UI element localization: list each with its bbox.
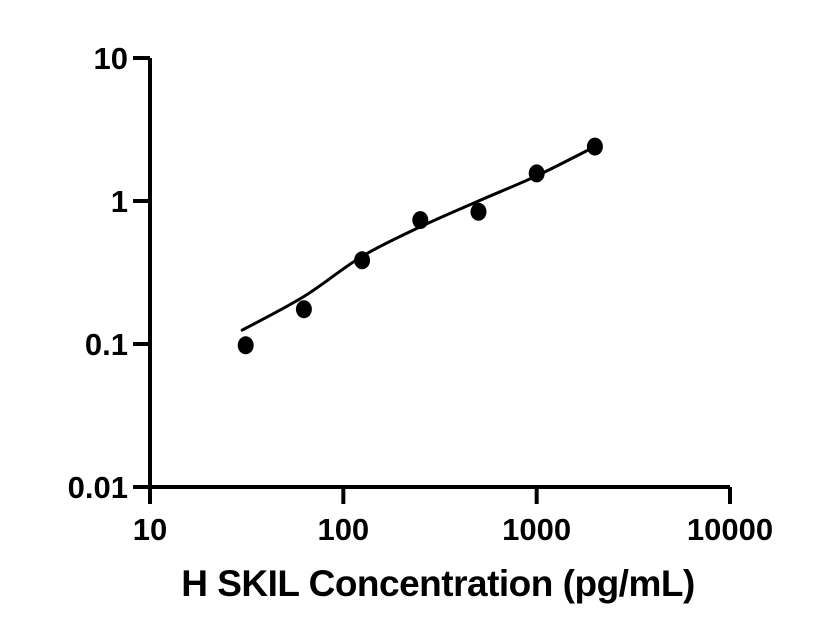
data-point <box>586 137 603 156</box>
x-tick-label: 10 <box>133 512 167 547</box>
x-axis-ticks: 10 100 1000 10000 <box>133 487 773 547</box>
x-tick-label: 10000 <box>687 512 773 547</box>
y-tick-label: 0.01 <box>68 470 128 505</box>
x-axis-title: H SKIL Concentration (pg/mL) <box>181 563 695 604</box>
y-tick-label: 0.1 <box>85 327 128 362</box>
data-point <box>412 211 429 230</box>
data-point <box>470 202 487 221</box>
data-points <box>237 137 603 355</box>
data-point <box>528 164 545 183</box>
x-tick-label: 100 <box>317 512 369 547</box>
data-point <box>295 300 312 319</box>
data-point <box>237 336 254 355</box>
y-tick-label: 1 <box>111 184 128 219</box>
y-tick-label: 10 <box>94 41 128 76</box>
y-axis-ticks: 10 1 0.1 0.01 <box>68 41 150 505</box>
data-point <box>354 251 371 270</box>
axes <box>148 58 730 489</box>
x-tick-label: 1000 <box>502 512 571 547</box>
axis-spine <box>148 58 730 489</box>
